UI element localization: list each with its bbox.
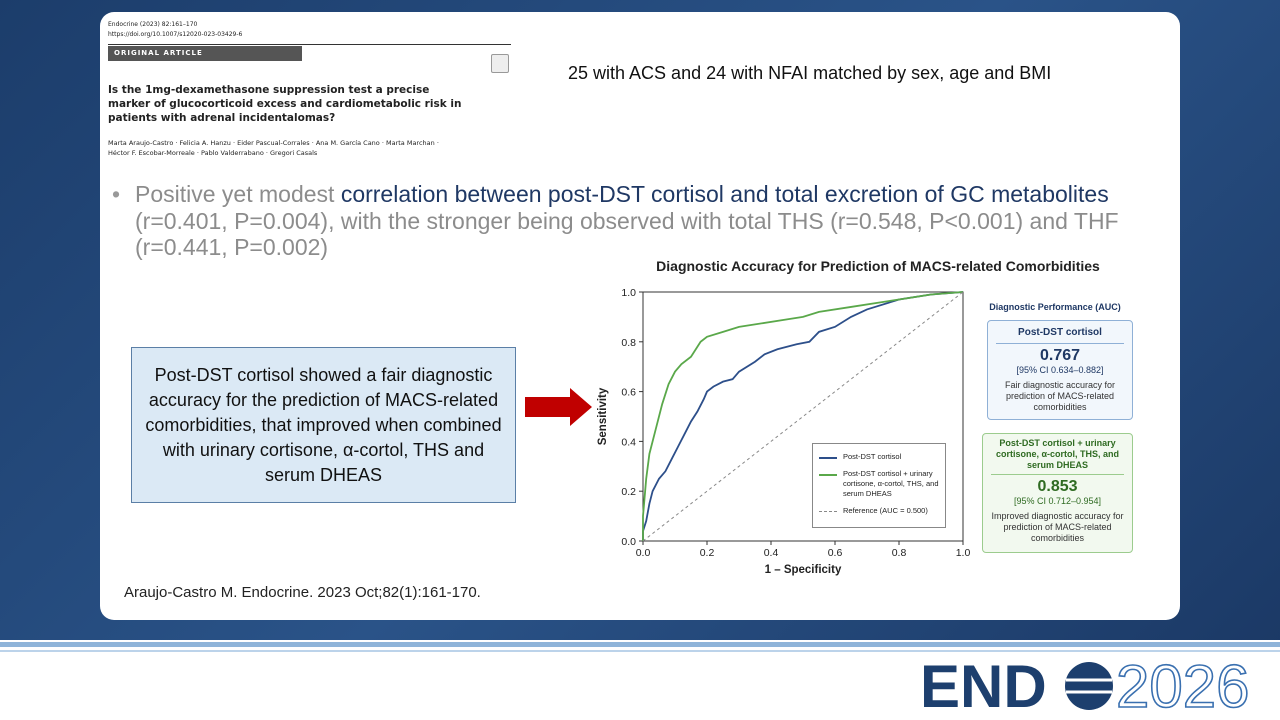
note: 25 with ACS and 24 with NFAI matched by … [568, 63, 1052, 83]
box-name: Post-DST cortisol [996, 327, 1124, 344]
journal: Endocrine (2023) 82:161–170 [108, 21, 198, 28]
crossmark-icon [491, 54, 509, 73]
legend-entry: Post-DST cortisol [819, 452, 939, 462]
rule [108, 44, 511, 45]
bullet-emphasis: correlation between post-DST cortisol an… [340, 181, 1109, 207]
performance-box: Post-DST cortisol + urinary cortisone, α… [982, 433, 1133, 553]
y-axis-label: Sensitivity [597, 387, 609, 445]
doi: https://doi.org/10.1007/s12020-023-03429… [108, 31, 243, 38]
x-tick-label: 0.8 [892, 547, 907, 559]
legend-label: Post-DST cortisol [843, 452, 902, 461]
y-tick-label: 0.6 [621, 387, 636, 399]
paper-title: Is the 1mg-dexamethasone suppression tes… [108, 84, 462, 124]
logo-right: 2026 [1116, 653, 1249, 720]
roc-curve [642, 291, 964, 541]
logo-left: END [920, 653, 1047, 720]
logo-globe-lines [1066, 678, 1112, 694]
legend-swatch [819, 474, 837, 476]
citation: Araujo-Castro M. Endocrine. 2023 Oct;82(… [124, 584, 481, 601]
roc-curve [642, 291, 964, 541]
legend-label: Reference (AUC = 0.500) [843, 506, 928, 515]
bullet-text: (r=0.401, P=0.004), with the stronger be… [135, 207, 1119, 261]
legend: Post-DST cortisol Post-DST cortisol + uri… [812, 443, 946, 528]
y-tick-label: 0.8 [621, 337, 636, 349]
y-tick-label: 1.0 [621, 287, 636, 299]
bullet-text: Positive yet modest [135, 181, 341, 207]
stripe [0, 642, 1280, 647]
authors: Marta Araujo-Castro · Felicia A. Hanzu ·… [108, 139, 439, 147]
legend-entry: Reference (AUC = 0.500) [819, 506, 939, 516]
auc: 0.767 [1039, 347, 1081, 364]
plot-frame [642, 291, 964, 542]
chart-title: Diagnostic Accuracy for Prediction of MA… [656, 258, 1100, 274]
y-tick-label: 0.0 [621, 536, 636, 548]
auc: 0.853 [1037, 478, 1078, 495]
x-tick-label: 0.0 [636, 547, 651, 559]
x-axis-label: 1 – Specificity [765, 564, 842, 576]
y-tick-label: 0.4 [621, 436, 636, 448]
bullet-marker: • [112, 181, 121, 207]
ci: [95% CI 0.712–0.954] [1013, 496, 1102, 506]
legend-entry: Post-DST cortisol + urinary cortisone, α… [819, 469, 939, 499]
performance-box: Post-DST cortisol 0.767 [95% CI 0.634–0.… [987, 320, 1133, 420]
logo-globe [1065, 662, 1113, 710]
legend-label: Post-DST cortisol + urinary cortisone, α… [843, 469, 939, 498]
y-tick-label: 0.2 [621, 486, 636, 498]
x-tick-label: 0.4 [764, 547, 779, 559]
stripe [0, 650, 1280, 652]
roc-curve [642, 291, 964, 542]
ci: [95% CI 0.634–0.882] [1016, 365, 1104, 375]
bullet: Positive yet modest correlation between … [135, 181, 1135, 261]
box-text: Improved diagnostic accuracy for predict… [991, 511, 1124, 543]
section-label: ORIGINAL ARTICLE [108, 46, 302, 61]
x-tick-label: 0.2 [700, 547, 715, 559]
box-text: Fair diagnostic accuracy for prediction … [1004, 380, 1116, 412]
authors: Héctor F. Escobar-Morreale · Pablo Valde… [108, 149, 318, 157]
logo: END 2026 [920, 652, 1250, 720]
callout: Post-DST cortisol showed a fair diagnost… [131, 347, 516, 503]
performance-title: Diagnostic Performance (AUC) [989, 302, 1121, 312]
legend-swatch [819, 457, 837, 459]
box-name: Post-DST cortisol + urinary cortisone, α… [991, 438, 1124, 475]
legend-swatch [819, 511, 837, 512]
arrow [525, 388, 592, 426]
x-tick-label: 0.6 [828, 547, 843, 559]
x-tick-label: 1.0 [956, 547, 971, 559]
